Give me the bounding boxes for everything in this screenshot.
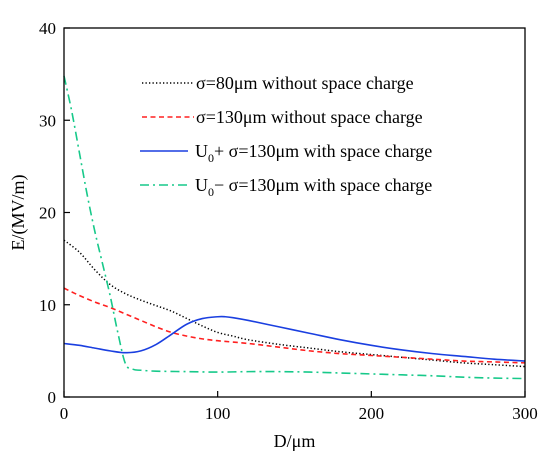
x-tick-label: 100 [205, 404, 231, 423]
y-tick-label: 30 [39, 111, 56, 130]
y-tick-label: 10 [39, 296, 56, 315]
legend: σ=80μm without space charge σ=130μm witho… [140, 73, 432, 199]
legend-label: U0+ σ=130μm with space charge [195, 141, 432, 165]
legend-label-sign: − [214, 175, 224, 195]
x-tick-label: 0 [60, 404, 69, 423]
series-line [63, 239, 526, 368]
legend-label: σ=130μm without space charge [196, 107, 423, 127]
legend-label-subscript: 0 [208, 151, 214, 165]
x-tick-label: 200 [359, 404, 385, 423]
series-line [63, 75, 526, 380]
y-axis-title: E/(MV/m) [8, 175, 29, 251]
plot-lines [63, 75, 526, 380]
legend-label: U0− σ=130μm with space charge [195, 175, 432, 199]
y-tick-label: 0 [48, 388, 57, 407]
series-line [63, 315, 526, 362]
legend-label-subscript: 0 [208, 185, 214, 199]
legend-label-text: σ=130μm without space charge [196, 107, 423, 127]
legend-label-sign: + [214, 141, 224, 161]
y-tick-label: 40 [39, 19, 56, 38]
legend-label-prefix: U [195, 141, 208, 161]
series-line [63, 287, 526, 364]
y-tick-label: 20 [39, 204, 56, 223]
legend-label-text: σ=130μm with space charge [224, 141, 432, 161]
legend-label: σ=80μm without space charge [196, 73, 414, 93]
x-axis-title: D/μm [274, 431, 316, 451]
legend-label-text: σ=130μm with space charge [224, 175, 432, 195]
legend-label-prefix: U [195, 175, 208, 195]
axis-tick-labels: 0 100 200 300 0 10 20 30 40 [39, 19, 538, 423]
axis-ticks [63, 27, 526, 398]
x-tick-label: 300 [512, 404, 538, 423]
legend-label-text: σ=80μm without space charge [196, 73, 414, 93]
